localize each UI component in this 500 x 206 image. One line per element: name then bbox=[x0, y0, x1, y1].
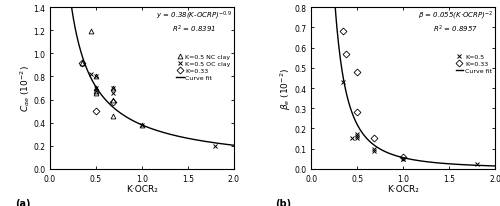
Curve fit bbox=[186, 137, 192, 140]
Text: $\beta$ = 0.055(K·OCRP)$^{-2}$
$R^2$ = 0.8957: $\beta$ = 0.055(K·OCRP)$^{-2}$ $R^2$ = 0… bbox=[418, 10, 493, 35]
Y-axis label: $C_{\alpha e}$ (10$^{-2}$): $C_{\alpha e}$ (10$^{-2}$) bbox=[18, 65, 32, 112]
K=0.33 bbox=[93, 110, 99, 113]
K=0.5 NC clay bbox=[139, 124, 145, 126]
Curve fit bbox=[393, 155, 399, 157]
Text: (b): (b) bbox=[276, 198, 291, 206]
K=0.33 bbox=[400, 156, 406, 158]
Line: Curve fit: Curve fit bbox=[70, 0, 234, 146]
K=0.5 OC clay bbox=[212, 145, 218, 147]
Line: K=0.5 NC clay: K=0.5 NC clay bbox=[80, 30, 144, 128]
K=0.5 bbox=[400, 158, 406, 160]
Line: K=0.33: K=0.33 bbox=[80, 61, 115, 114]
Y-axis label: $\beta_{e}$ (10$^{-2}$): $\beta_{e}$ (10$^{-2}$) bbox=[278, 68, 292, 110]
K=0.33 bbox=[79, 62, 85, 64]
Text: (a): (a) bbox=[14, 198, 30, 206]
Line: K=0.33: K=0.33 bbox=[341, 30, 406, 159]
K=0.5 NC clay bbox=[93, 87, 99, 90]
Curve fit bbox=[87, 75, 93, 78]
K=0.33 bbox=[343, 53, 349, 56]
X-axis label: K·OCR₂: K·OCR₂ bbox=[126, 184, 158, 193]
Curve fit bbox=[120, 114, 126, 117]
K=0.5 NC clay bbox=[93, 91, 99, 93]
K=0.5 bbox=[340, 81, 346, 84]
Curve fit bbox=[186, 138, 192, 140]
K=0.5 OC clay bbox=[93, 76, 99, 78]
K=0.33 bbox=[340, 31, 346, 34]
Line: K=0.5 OC clay: K=0.5 OC clay bbox=[89, 72, 218, 148]
K=0.5 bbox=[350, 138, 356, 140]
Curve fit bbox=[492, 165, 498, 167]
K=0.5 bbox=[370, 150, 376, 152]
K=0.5 OC clay bbox=[93, 87, 99, 90]
K=0.5 OC clay bbox=[139, 124, 145, 126]
X-axis label: K·OCR₂: K·OCR₂ bbox=[387, 184, 419, 193]
Curve fit bbox=[382, 150, 388, 153]
Text: y = 0.38(K-OCRP)$^{-0.9}$
$R^2$ = 0.8391: y = 0.38(K-OCRP)$^{-0.9}$ $R^2$ = 0.8391 bbox=[156, 10, 232, 35]
Curve fit bbox=[231, 144, 237, 147]
K=0.5 NC clay bbox=[79, 62, 85, 64]
K=0.5 bbox=[400, 158, 406, 160]
K=0.33 bbox=[370, 138, 376, 140]
K=0.5 bbox=[354, 136, 360, 138]
K=0.5 OC clay bbox=[110, 92, 116, 94]
K=0.5 NC clay bbox=[110, 115, 116, 117]
Curve fit bbox=[432, 162, 438, 164]
K=0.5 NC clay bbox=[88, 31, 94, 34]
K=0.5 NC clay bbox=[110, 99, 116, 101]
Line: K=0.5: K=0.5 bbox=[341, 80, 479, 166]
Curve fit bbox=[448, 163, 454, 165]
Legend: K=0.5, K=0.33, Curve fit: K=0.5, K=0.33, Curve fit bbox=[456, 55, 492, 74]
Curve fit bbox=[170, 134, 176, 137]
Line: Curve fit: Curve fit bbox=[332, 0, 495, 166]
Curve fit bbox=[348, 109, 354, 111]
K=0.5 OC clay bbox=[88, 74, 94, 76]
K=0.33 bbox=[354, 71, 360, 74]
K=0.5 bbox=[354, 138, 360, 140]
Curve fit bbox=[132, 121, 138, 123]
K=0.5 bbox=[370, 147, 376, 150]
Legend: K=0.5 NC clay, K=0.5 OC clay, K=0.33, Curve fit: K=0.5 NC clay, K=0.5 OC clay, K=0.33, Cu… bbox=[176, 55, 231, 81]
K=0.5 OC clay bbox=[110, 87, 116, 90]
K=0.5 bbox=[354, 133, 360, 136]
K=0.33 bbox=[354, 111, 360, 114]
K=0.33 bbox=[110, 101, 116, 104]
K=0.5 bbox=[474, 163, 480, 165]
K=0.5 NC clay bbox=[93, 92, 99, 94]
K=0.5 NC clay bbox=[93, 76, 99, 78]
K=0.5 NC clay bbox=[110, 87, 116, 90]
Curve fit bbox=[446, 163, 452, 165]
